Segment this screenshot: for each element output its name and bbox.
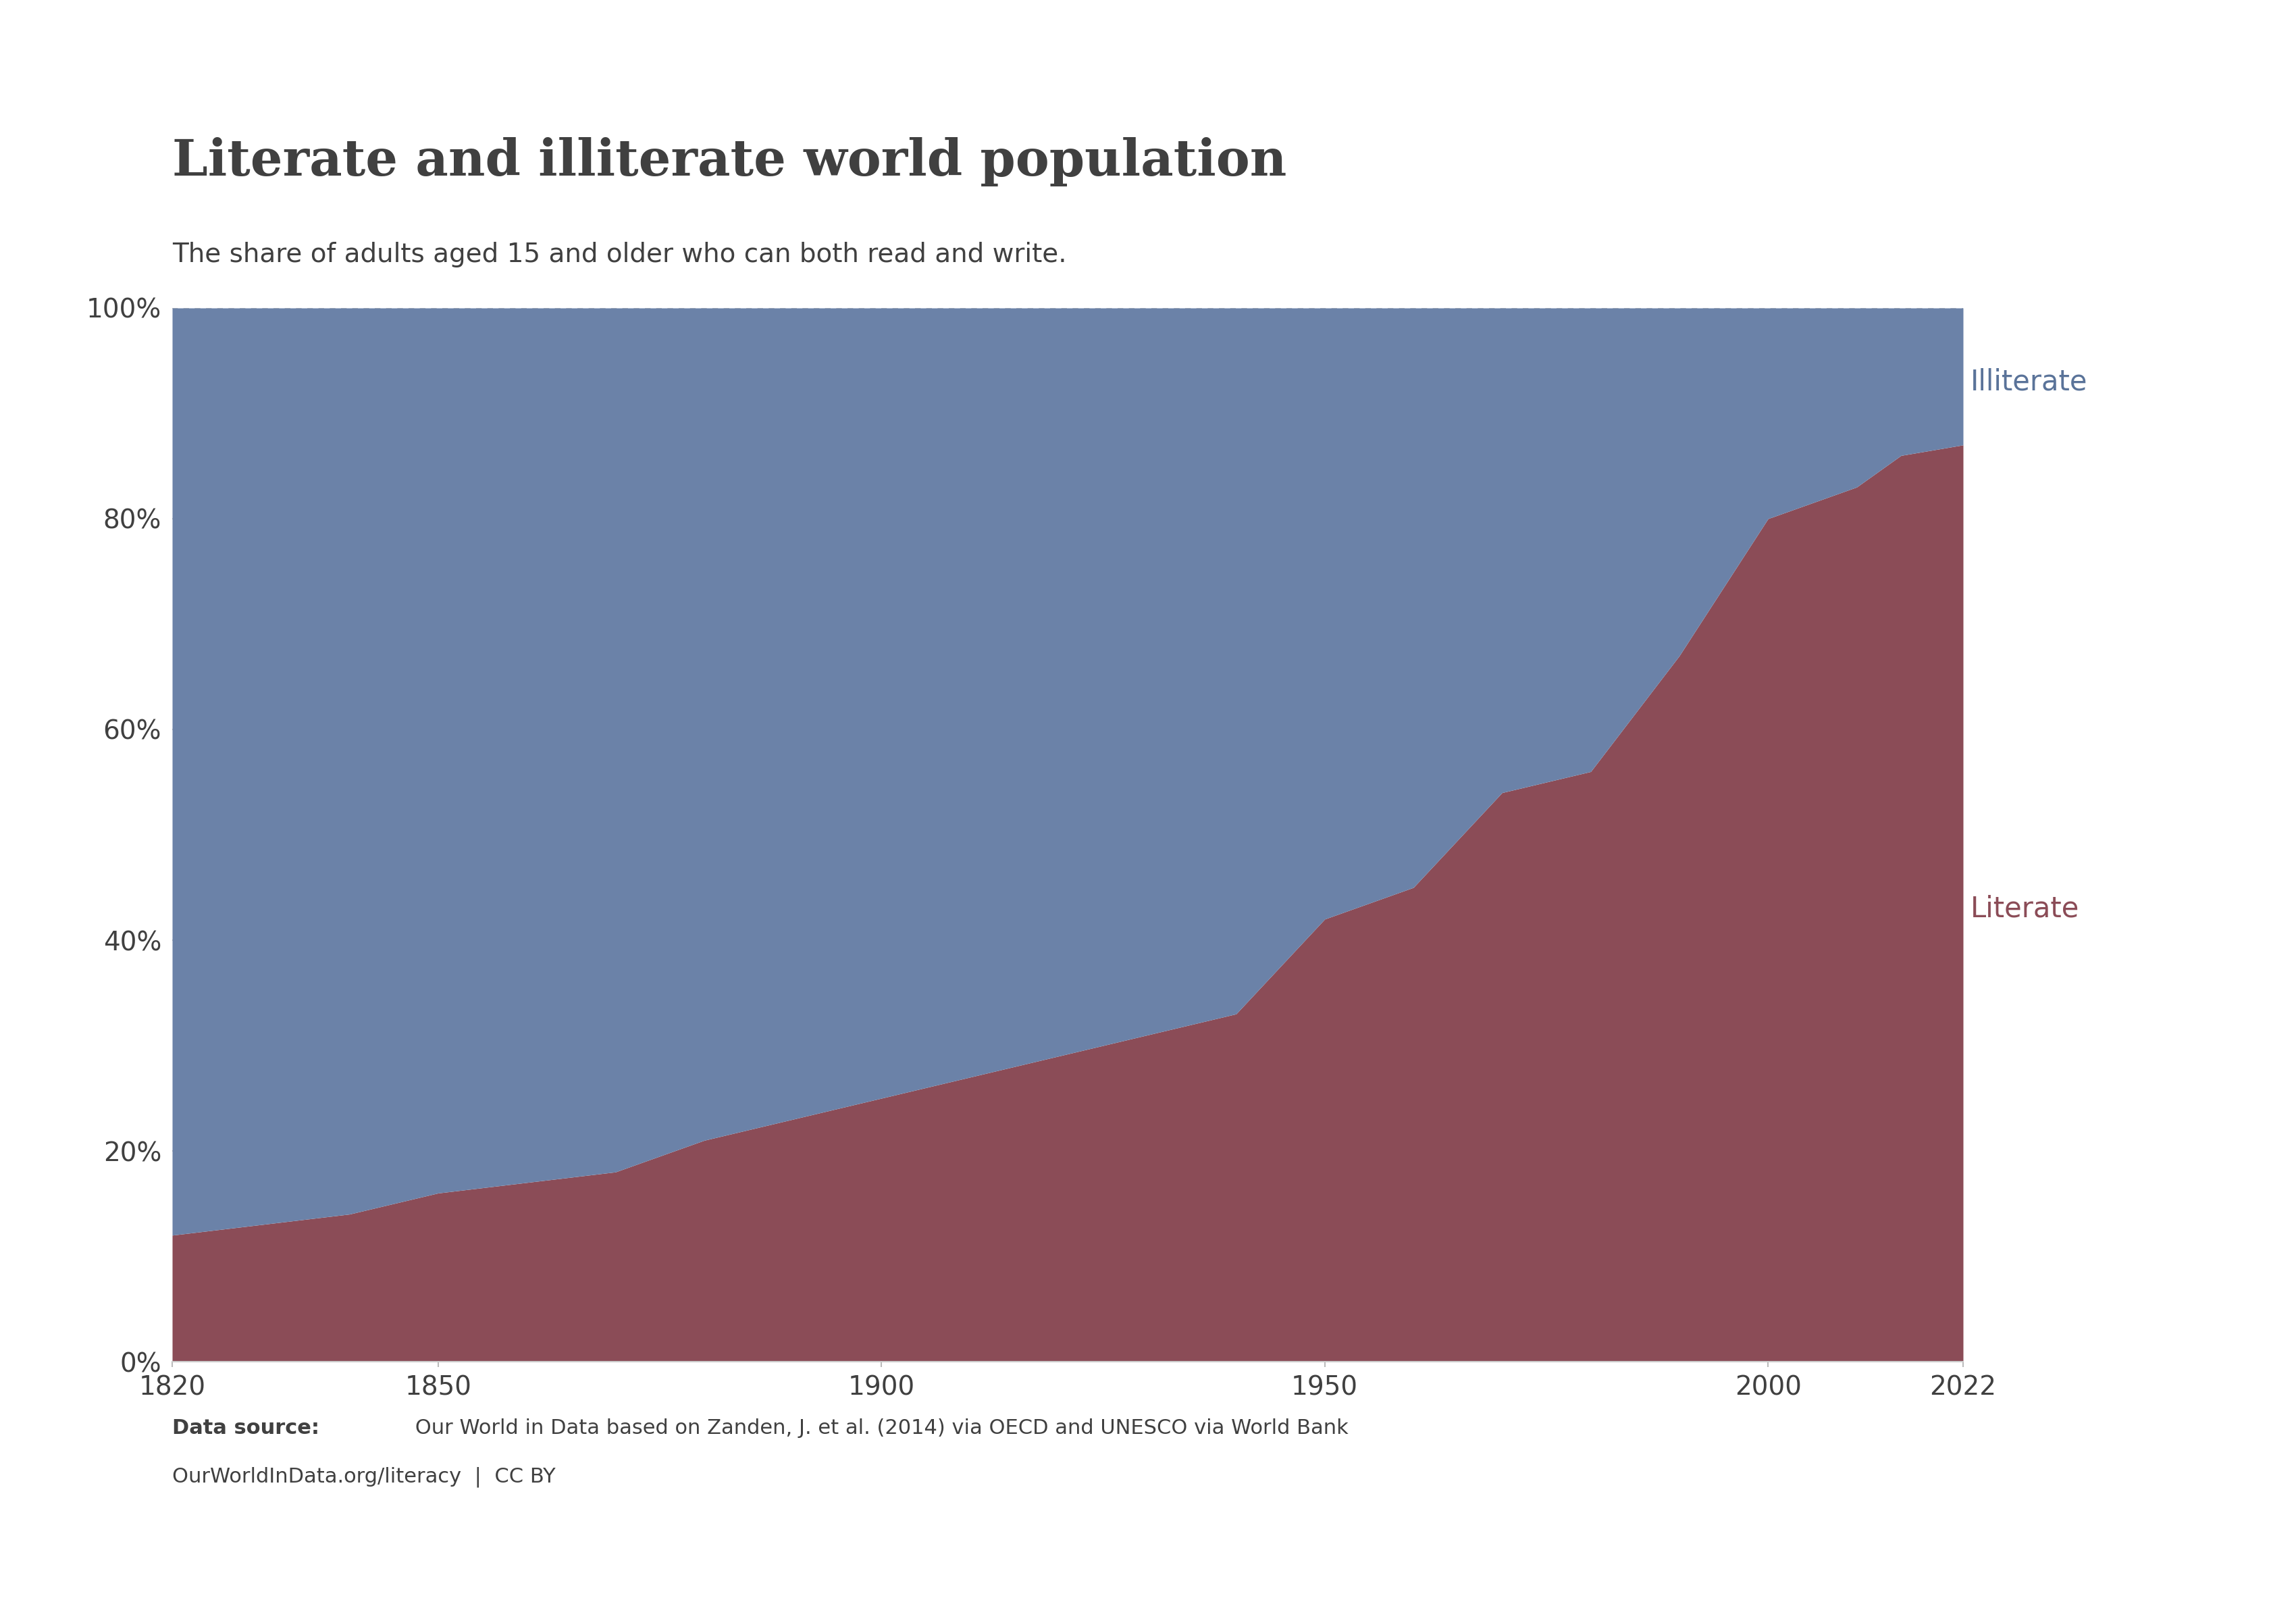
Text: Data source:: Data source: bbox=[172, 1418, 319, 1438]
Text: Literate: Literate bbox=[1970, 895, 2080, 922]
Text: Literate and illiterate world population: Literate and illiterate world population bbox=[172, 138, 1286, 186]
Text: in Data: in Data bbox=[2060, 170, 2140, 188]
Text: Our World: Our World bbox=[2043, 117, 2156, 136]
Text: OurWorldInData.org/literacy  |  CC BY: OurWorldInData.org/literacy | CC BY bbox=[172, 1467, 556, 1488]
Text: Our World in Data based on Zanden, J. et al. (2014) via OECD and UNESCO via Worl: Our World in Data based on Zanden, J. et… bbox=[409, 1418, 1348, 1438]
Text: The share of adults aged 15 and older who can both read and write.: The share of adults aged 15 and older wh… bbox=[172, 242, 1068, 267]
Text: Illiterate: Illiterate bbox=[1970, 368, 2087, 396]
